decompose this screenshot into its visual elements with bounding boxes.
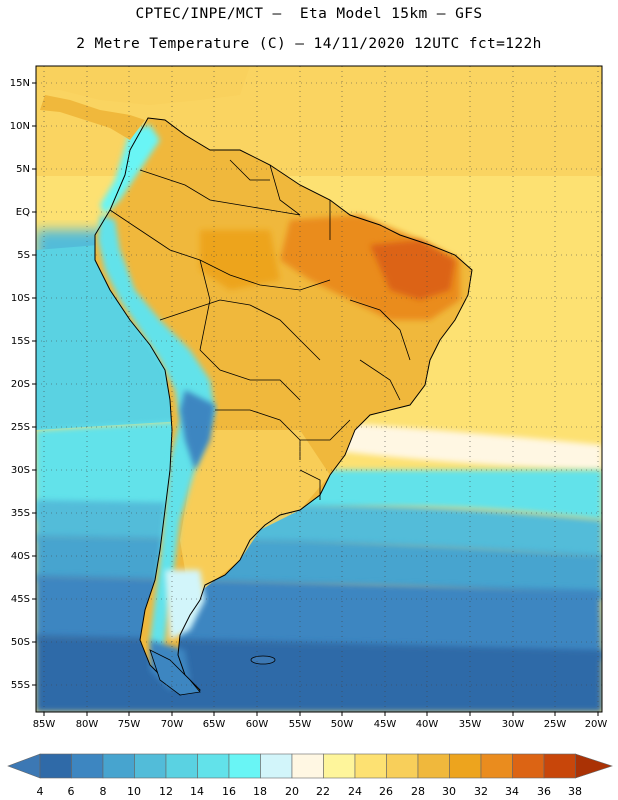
lat-label: 10N [10,121,30,132]
colorbar-label: 34 [505,785,519,798]
colorbar-swatch [71,753,104,779]
lat-label: 15S [11,336,30,347]
lat-label: 10S [11,293,30,304]
lat-label: EQ [16,207,30,218]
temperature-map: 15N 10N 5N EQ 5S 10S 15S 20S 25S 30S 35S… [10,65,608,730]
colorbar-swatch [197,753,230,779]
lon-label: 50W [331,719,354,730]
colorbar-label: 8 [100,785,107,798]
colorbar-label: 10 [127,785,141,798]
lat-label: 5S [17,250,30,261]
colorbar-swatch [165,753,198,779]
colorbar-label: 30 [442,785,456,798]
lon-label: 75W [118,719,141,730]
map-title: CPTEC/INPE/MCT – Eta Model 15km – GFS [135,6,483,22]
lat-label: 20S [11,379,30,390]
lon-label: 45W [374,719,397,730]
colorbar-label: 36 [537,785,551,798]
lon-label: 80W [76,719,99,730]
lat-label: 55S [11,680,30,691]
colorbar-swatch [354,753,387,779]
colorbar-label: 28 [411,785,425,798]
map-subtitle: 2 Metre Temperature (C) – 14/11/2020 12U… [76,36,542,52]
colorbar-swatch [102,753,135,779]
colorbar-swatch [386,753,419,779]
colorbar-label: 4 [37,785,44,798]
lon-label: 25W [544,719,567,730]
lon-label: 60W [246,719,269,730]
colorbar-swatch [417,753,450,779]
lat-label: 35S [11,508,30,519]
colorbar-swatch [449,753,482,779]
colorbar-label: 38 [568,785,582,798]
colorbar-label: 32 [474,785,488,798]
lat-label: 45S [11,594,30,605]
lon-label: 70W [161,719,184,730]
colorbar-label: 12 [159,785,173,798]
colorbar-swatch [543,753,576,779]
lon-label: 65W [203,719,226,730]
colorbar-label: 16 [222,785,236,798]
colorbar-label: 6 [68,785,75,798]
colorbar-label: 14 [190,785,204,798]
colorbar-label: 18 [253,785,267,798]
country-borders [109,159,411,500]
lat-label: 50S [11,637,30,648]
colorbar-swatch [323,753,356,779]
lat-label: 25S [11,422,30,433]
lon-label: 40W [416,719,439,730]
lon-label: 55W [289,719,312,730]
lat-label: 15N [10,78,30,89]
latitude-labels: 15N 10N 5N EQ 5S 10S 15S 20S 25S 30S 35S… [10,78,30,691]
colorbar-swatch [512,753,545,779]
colorbar-swatches [7,753,613,779]
colorbar-label: 20 [285,785,299,798]
colorbar-swatch [260,753,293,779]
lon-label: 20W [585,719,608,730]
colorbar-labels: 4 6 8 10 12 14 16 18 20 22 24 26 28 30 3… [37,785,583,798]
lon-label: 35W [459,719,482,730]
colorbar-label: 22 [316,785,330,798]
lat-label: 30S [11,465,30,476]
colorbar-swatch [134,753,167,779]
colorbar-swatch [291,753,324,779]
colorbar-over-arrow [575,753,613,779]
map-field [36,66,602,712]
colorbar: 4 6 8 10 12 14 16 18 20 22 24 26 28 30 3… [7,753,613,798]
colorbar-under-arrow [7,753,41,779]
lon-label: 85W [33,719,56,730]
colorbar-label: 24 [348,785,362,798]
longitude-labels: 85W 80W 75W 70W 65W 60W 55W 50W 45W 40W … [33,719,608,730]
lat-label: 5N [16,164,30,175]
map-frame [35,65,603,713]
lat-label: 40S [11,551,30,562]
colorbar-swatch [228,753,261,779]
colorbar-swatch [480,753,513,779]
lon-label: 30W [502,719,525,730]
colorbar-swatch [39,753,72,779]
colorbar-label: 26 [379,785,393,798]
